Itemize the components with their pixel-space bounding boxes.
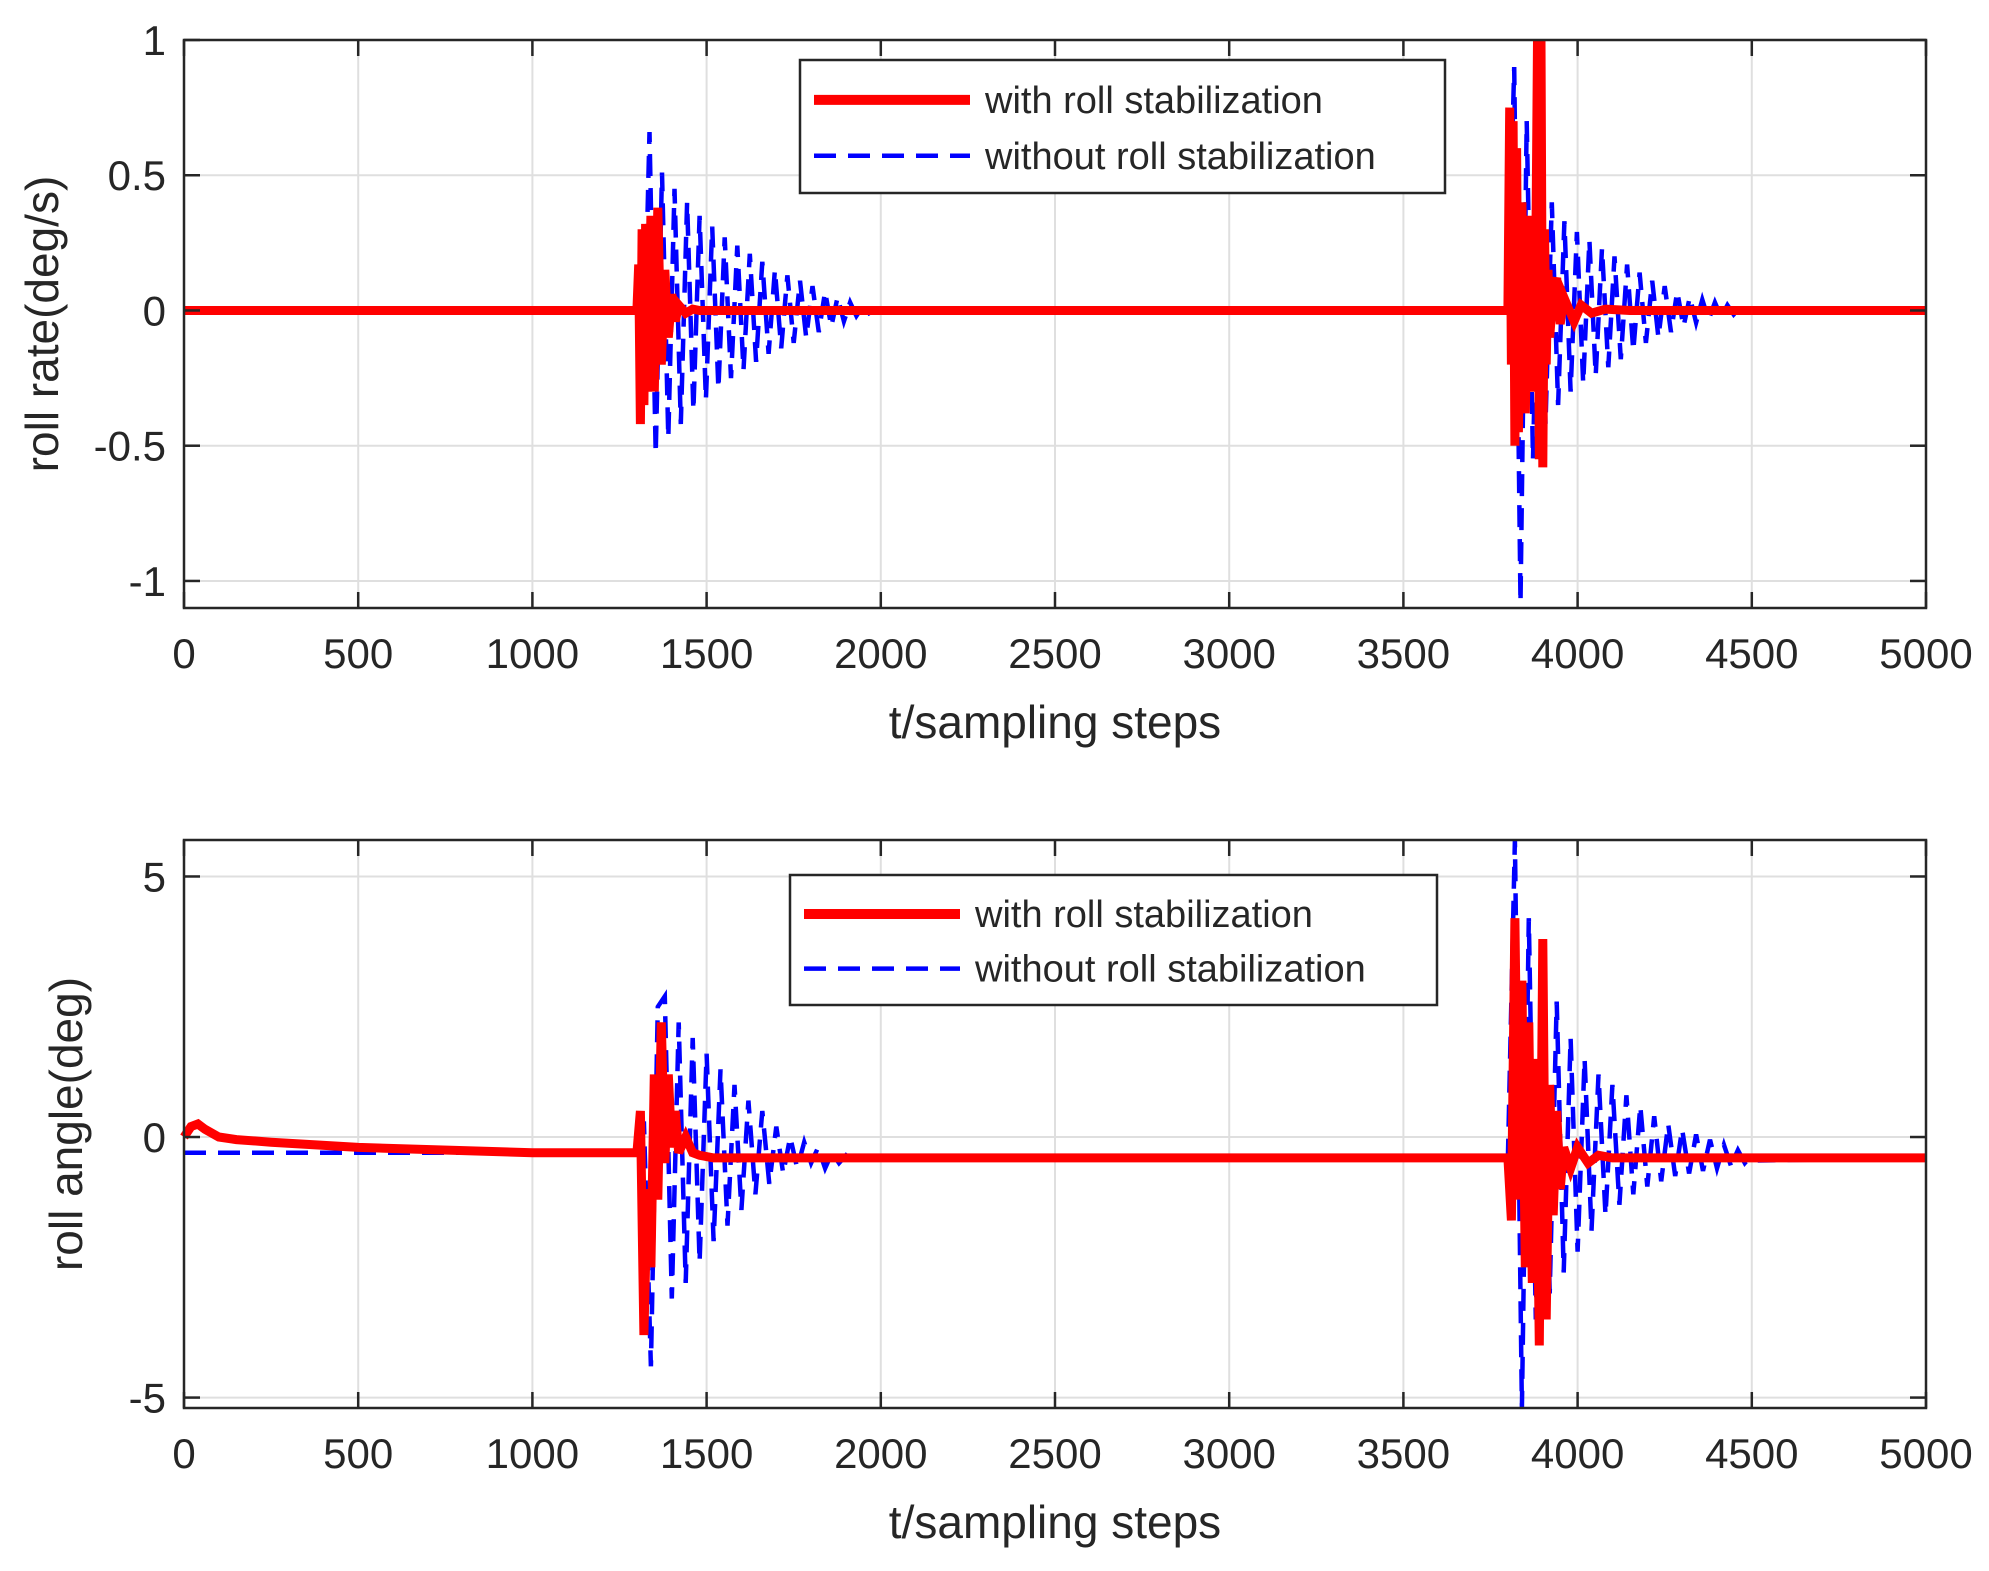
roll-rate-xtick-label-1500: 1500 [660, 630, 753, 677]
roll-angle-y-axis-label: roll angle(deg) [40, 977, 92, 1271]
roll-angle-xtick-label-0: 0 [172, 1430, 195, 1477]
roll-angle-xtick-label-3500: 3500 [1357, 1430, 1450, 1477]
roll-angle-x-axis-label: t/sampling steps [889, 1496, 1221, 1548]
roll-rate-legend-label-without: without roll stabilization [984, 136, 1376, 178]
roll-angle-xtick-label-500: 500 [323, 1430, 393, 1477]
roll-rate-y-tick-labels: -1 -0.5 0 0.5 1 [94, 17, 166, 605]
roll-angle-legend: with roll stabilization without roll sta… [788, 873, 1439, 1007]
roll-rate-y-axis-label: roll rate(deg/s) [16, 176, 68, 473]
roll-angle-xtick-label-3000: 3000 [1182, 1430, 1275, 1477]
roll-angle-legend-box [788, 873, 1439, 1007]
roll-angle-legend-label-without: without roll stabilization [974, 949, 1366, 991]
roll-angle-tick-marks [182, 840, 1928, 1408]
roll-angle-x-tick-labels: 0 500 1000 1500 2000 2500 3000 3500 4000 4500 5000 [172, 1430, 1972, 1477]
roll-rate-xtick-label-2000: 2000 [834, 630, 927, 677]
roll-rate-ytick-label-0.5: 0.5 [108, 152, 166, 199]
roll-rate-tick-marks [182, 38, 1928, 608]
roll-rate-xtick-label-0: 0 [172, 630, 195, 677]
roll-angle-xtick-label-2000: 2000 [834, 1430, 927, 1477]
roll-rate-series-with-stabilization [184, 39, 1926, 468]
roll-angle-xtick-label-2500: 2500 [1008, 1430, 1101, 1477]
roll-angle-xtick-label-1500: 1500 [660, 1430, 753, 1477]
roll-rate-plot-area [184, 39, 1926, 603]
roll-rate-xtick-label-1000: 1000 [486, 630, 579, 677]
roll-angle-ytick-label-5: 5 [143, 853, 166, 900]
roll-rate-xtick-label-2500: 2500 [1008, 630, 1101, 677]
roll-rate-xtick-label-500: 500 [323, 630, 393, 677]
roll-rate-ytick-label--1: -1 [129, 558, 166, 605]
roll-rate-legend-box [798, 58, 1447, 195]
roll-angle-series-with-stabilization [180, 918, 1926, 1346]
roll-rate-series-without-stabilization [184, 66, 1926, 603]
roll-rate-ytick-label--0.5: -0.5 [94, 423, 166, 470]
roll-rate-x-tick-labels: 0 500 1000 1500 2000 2500 3000 3500 4000 4500 5000 [172, 630, 1972, 677]
roll-angle-ytick-label-0: 0 [143, 1114, 166, 1161]
roll-angle-ytick-label--5: -5 [129, 1375, 166, 1422]
roll-angle-plot-area [180, 839, 1927, 1409]
roll-rate-panel: 0 500 1000 1500 2000 2500 3000 3500 4000 4500 5000… [16, 17, 1973, 748]
roll-rate-ytick-label-1: 1 [143, 17, 166, 64]
roll-rate-xtick-label-4000: 4000 [1531, 630, 1624, 677]
roll-angle-xtick-label-4500: 4500 [1705, 1430, 1798, 1477]
roll-rate-xtick-label-4500: 4500 [1705, 630, 1798, 677]
roll-rate-xtick-label-5000: 5000 [1879, 630, 1972, 677]
roll-angle-xtick-label-5000: 5000 [1879, 1430, 1972, 1477]
roll-rate-legend-label-with: with roll stabilization [984, 80, 1323, 122]
roll-rate-x-axis-label: t/sampling steps [889, 696, 1221, 748]
roll-rate-ytick-label-0: 0 [143, 287, 166, 334]
roll-rate-legend: with roll stabilization without roll sta… [798, 58, 1447, 195]
roll-angle-y-tick-labels: -5 0 5 [129, 853, 166, 1421]
roll-angle-legend-label-with: with roll stabilization [974, 894, 1313, 936]
roll-angle-xtick-label-4000: 4000 [1531, 1430, 1624, 1477]
roll-angle-xtick-label-1000: 1000 [486, 1430, 579, 1477]
roll-angle-panel: 0 500 1000 1500 2000 2500 3000 3500 4000 4500 5000… [40, 838, 1973, 1548]
roll-rate-xtick-label-3500: 3500 [1357, 630, 1450, 677]
roll-rate-xtick-label-3000: 3000 [1182, 630, 1275, 677]
